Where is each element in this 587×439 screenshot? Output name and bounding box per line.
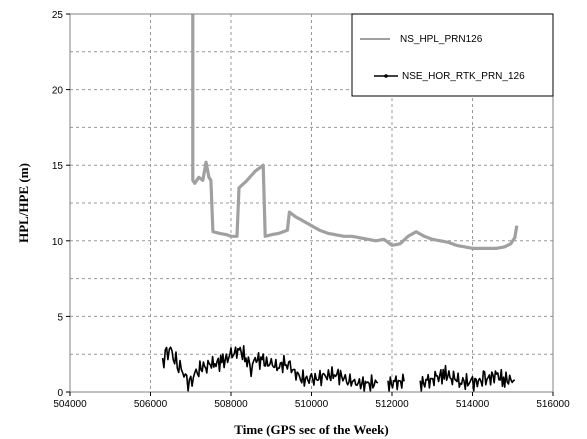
x-tick-label: 504000 bbox=[53, 399, 87, 410]
y-axis-title: HPL/HPE (m) bbox=[16, 163, 31, 243]
legend-label-nse-hor: NSE_HOR_RTK_PRN_126 bbox=[402, 71, 525, 82]
x-tick-label: 516000 bbox=[536, 399, 570, 410]
legend-label-ns-hpl: NS_HPL_PRN126 bbox=[400, 34, 483, 45]
legend-marker-nse-hor bbox=[384, 74, 388, 78]
x-tick-label: 514000 bbox=[456, 399, 490, 410]
series-layer bbox=[161, 14, 519, 392]
x-tick-label: 510000 bbox=[295, 399, 329, 410]
y-tick-label: 10 bbox=[52, 237, 64, 248]
legend-box bbox=[351, 13, 554, 97]
y-tick-label: 15 bbox=[52, 161, 64, 172]
series-line-nse-hor-segment-0 bbox=[161, 345, 379, 392]
series-line-nse-hor-segment-1 bbox=[387, 373, 405, 392]
x-axis-title: Time (GPS sec of the Week) bbox=[234, 422, 388, 437]
y-tick-label: 0 bbox=[57, 388, 63, 399]
y-tick-label: 25 bbox=[52, 10, 64, 21]
x-tick-label: 512000 bbox=[375, 399, 409, 410]
x-tick-label: 508000 bbox=[214, 399, 248, 410]
y-tick-label: 20 bbox=[52, 86, 64, 97]
legend: NS_HPL_PRN126 NSE_HOR_RTK_PRN_126 bbox=[351, 13, 554, 97]
x-tick-label: 506000 bbox=[134, 399, 168, 410]
axis-ticks: 504000 506000 508000 510000 512000 514000 5160… bbox=[52, 10, 570, 410]
series-line-ns-hpl-segment-0 bbox=[191, 14, 519, 250]
series-line-nse-hor-segment-2 bbox=[419, 364, 516, 392]
y-tick-label: 5 bbox=[57, 312, 63, 323]
